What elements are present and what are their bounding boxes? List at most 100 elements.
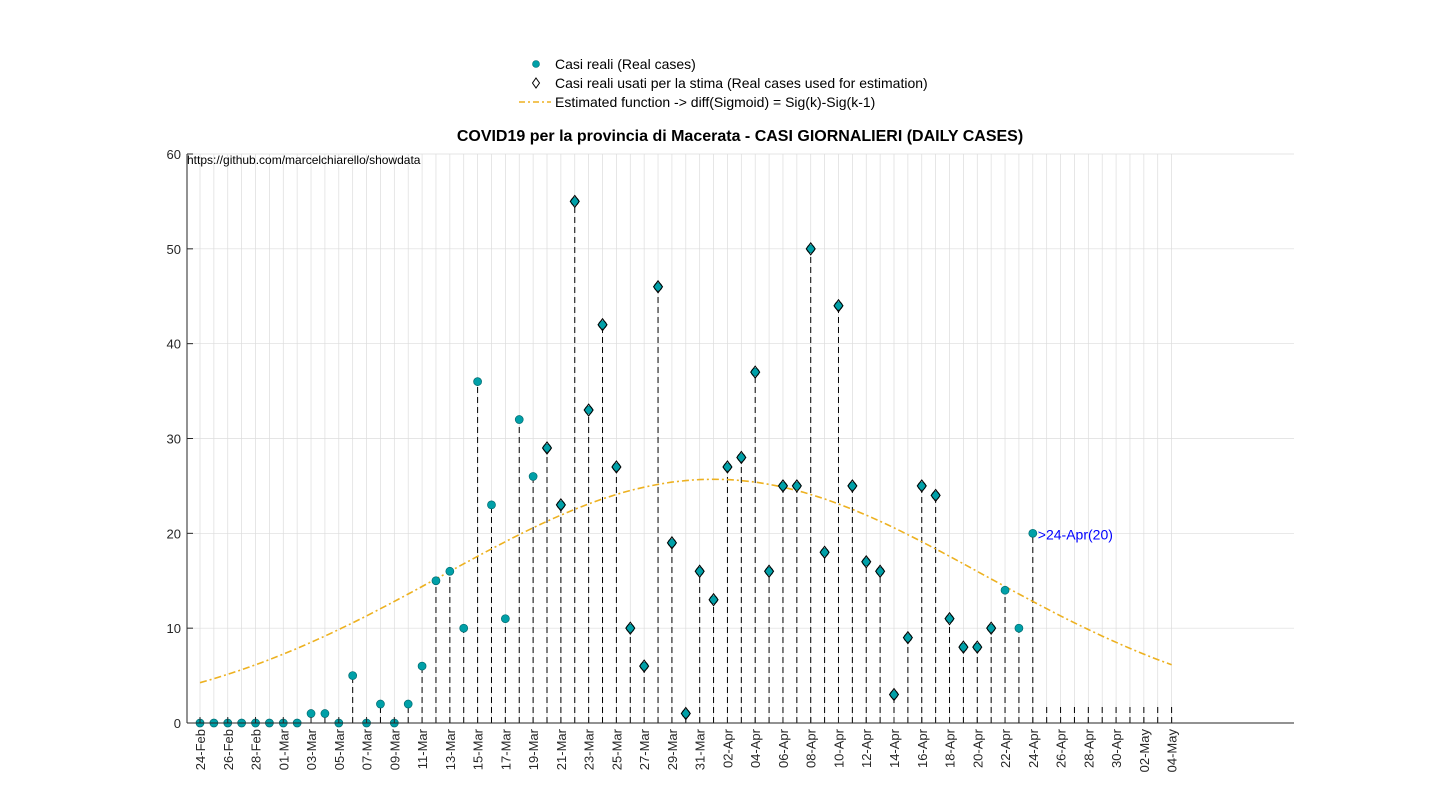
estimation-point-diamond — [847, 479, 858, 493]
x-tick-label: 31-Mar — [693, 728, 708, 770]
estimation-point-diamond — [763, 564, 775, 579]
x-tick-label: 08-Apr — [804, 728, 819, 768]
estimation-point-diamond — [555, 498, 567, 512]
legend-label-estimated-function: Estimated function -> diff(Sigmoid) = Si… — [555, 94, 875, 110]
x-tick-label: 17-Mar — [498, 728, 513, 770]
x-tick-label: 10-Apr — [831, 728, 846, 768]
x-tick-label: 25-Mar — [609, 728, 624, 770]
estimation-point-diamond — [930, 488, 941, 503]
estimation-point-diamond — [722, 460, 733, 474]
legend: Casi reali (Real cases) Casi reali usati… — [519, 56, 928, 110]
estimation-point-diamond — [986, 621, 997, 636]
real-case-point — [1028, 528, 1038, 538]
y-tick-labels: 0 10 20 30 40 50 60 — [167, 147, 181, 731]
x-tick-label: 04-May — [1165, 729, 1180, 773]
estimated-curve-layer — [199, 478, 1172, 684]
x-tick-label: 28-Apr — [1081, 728, 1096, 768]
estimation-point-diamond — [902, 630, 914, 645]
estimation-point-diamond — [777, 479, 789, 493]
estimation-point-diamond — [819, 545, 830, 560]
real-case-point — [320, 709, 330, 718]
x-tick-label: 24-Apr — [1026, 728, 1041, 768]
estimation-point-diamond — [958, 640, 969, 654]
estimation-point-diamond — [888, 687, 900, 702]
real-case-point — [501, 614, 510, 624]
y-tick-label: 0 — [174, 716, 181, 731]
x-tick-label: 29-Mar — [665, 728, 680, 770]
real-case-point — [376, 699, 385, 709]
estimation-point-diamond — [736, 450, 747, 465]
estimation-point-diamond — [916, 479, 927, 493]
x-tick-label: 23-Mar — [582, 728, 597, 770]
y-tick-label: 10 — [167, 621, 181, 636]
x-tick-label: 02-May — [1137, 729, 1152, 773]
estimation-point-diamond — [652, 279, 664, 294]
x-tick-label: 24-Feb — [193, 729, 208, 770]
legend-label-used-cases: Casi reali usati per la stima (Real case… — [555, 75, 928, 91]
x-tick-label: 06-Apr — [776, 728, 791, 768]
y-tick-label: 20 — [167, 526, 181, 541]
real-case-point — [431, 576, 441, 586]
x-tick-label: 01-Mar — [276, 728, 291, 770]
x-tick-labels: 24-Feb 26-Feb 28-Feb 01-Mar 03-Mar 05-Mar 07-M… — [193, 728, 1180, 772]
x-tick-label: 22-Apr — [998, 728, 1013, 768]
x-tick-label: 12-Apr — [859, 728, 874, 768]
x-tick-label: 18-Apr — [943, 728, 958, 768]
x-tick-label: 13-Mar — [443, 728, 458, 770]
chart-title: COVID19 per la provincia di Macerata - C… — [457, 128, 1023, 145]
x-tick-label: 09-Mar — [387, 728, 402, 770]
estimated-curve-line — [199, 478, 1172, 684]
grid — [187, 153, 1294, 724]
x-tick-label: 04-Apr — [748, 728, 763, 768]
estimation-point-diamond — [541, 441, 553, 455]
estimation-point-diamond — [805, 241, 816, 256]
axes — [186, 153, 1294, 724]
x-tick-label: 11-Mar — [415, 728, 430, 769]
data-markers — [195, 194, 1038, 728]
legend-marker-circle — [532, 60, 540, 68]
real-case-point — [487, 500, 496, 510]
x-tick-label: 16-Apr — [915, 728, 930, 768]
x-tick-label: 07-Mar — [360, 728, 375, 770]
estimation-point-diamond — [944, 611, 955, 626]
real-case-point — [473, 377, 482, 386]
y-tick-label: 30 — [167, 432, 181, 447]
x-tick-label: 15-Mar — [471, 728, 486, 770]
estimation-point-diamond — [680, 706, 691, 721]
estimation-point-diamond — [861, 554, 872, 569]
x-tick-label: 26-Apr — [1054, 728, 1069, 768]
x-tick-label: 28-Feb — [249, 729, 264, 770]
estimation-point-diamond — [583, 403, 594, 417]
estimation-point-diamond — [874, 564, 886, 579]
y-tick-label: 40 — [167, 337, 181, 352]
estimation-point-diamond — [569, 194, 580, 209]
x-tick-label: 14-Apr — [887, 728, 902, 768]
estimation-point-diamond — [625, 621, 636, 636]
x-tick-label: 21-Mar — [554, 728, 569, 770]
watermark-url: https://github.com/marcelchiarello/showd… — [187, 153, 421, 167]
x-tick-label: 30-Apr — [1109, 728, 1124, 768]
estimation-point-diamond — [694, 564, 705, 579]
real-case-point — [306, 709, 316, 718]
last-point-annotation: >24-Apr(20) — [1038, 526, 1113, 542]
real-case-point — [445, 566, 455, 576]
real-case-point — [459, 623, 469, 633]
real-case-point — [1000, 585, 1010, 595]
estimation-point-diamond — [611, 460, 622, 474]
real-case-point — [417, 661, 427, 671]
real-case-point — [1014, 623, 1024, 633]
estimation-point-diamond — [972, 640, 983, 654]
estimation-point-diamond — [666, 535, 678, 550]
x-tick-label: 20-Apr — [970, 728, 985, 768]
estimation-point-diamond — [750, 365, 761, 379]
estimation-point-diamond — [833, 298, 844, 313]
real-case-point — [403, 699, 413, 709]
estimation-point-diamond — [708, 592, 719, 607]
estimation-point-diamond — [597, 317, 608, 332]
real-case-point — [348, 671, 358, 680]
estimation-point-diamond — [791, 479, 802, 493]
estimation-point-diamond — [639, 659, 650, 673]
x-tick-label: 02-Apr — [720, 728, 735, 768]
x-tick-label: 26-Feb — [221, 729, 236, 770]
